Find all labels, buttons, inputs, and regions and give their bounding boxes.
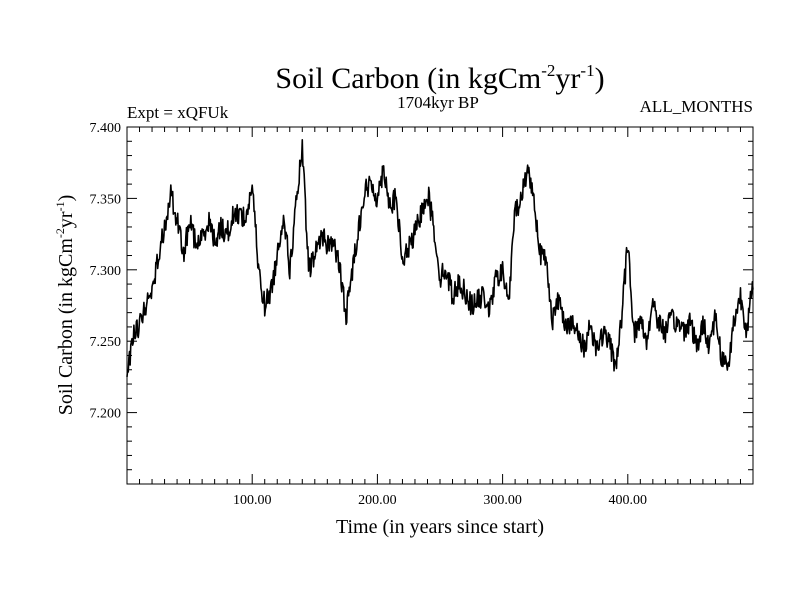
y-tick-label: 7.250 — [90, 335, 122, 350]
x-axis-ticks — [139, 127, 741, 484]
x-tick-label: 300.00 — [483, 493, 522, 508]
subtitle-period: 1704kyr BP — [397, 93, 479, 112]
chart-title: Soil Carbon (in kgCm-2yr-1) — [275, 61, 604, 95]
y-axis-tick-labels: 7.200 7.250 7.300 7.350 7.400 — [90, 121, 122, 422]
subtitle-experiment: Expt = xQFUk — [127, 103, 229, 122]
y-tick-label: 7.200 — [90, 407, 122, 422]
subtitle-months: ALL_MONTHS — [640, 97, 753, 116]
x-tick-label: 100.00 — [233, 493, 272, 508]
y-axis-label: Soil Carbon (in kgCm-2yr-1) — [53, 195, 77, 416]
y-tick-label: 7.350 — [90, 192, 122, 207]
series-line-soil-carbon — [126, 138, 754, 377]
x-tick-label: 400.00 — [609, 493, 648, 508]
x-axis-tick-labels: 100.00 200.00 300.00 400.00 — [233, 493, 647, 508]
plot-frame — [126, 126, 754, 485]
y-tick-label: 7.300 — [90, 264, 122, 279]
y-tick-label: 7.400 — [90, 121, 122, 136]
x-axis-label: Time (in years since start) — [336, 516, 544, 538]
x-tick-label: 200.00 — [358, 493, 397, 508]
y-axis-ticks — [127, 140, 753, 471]
